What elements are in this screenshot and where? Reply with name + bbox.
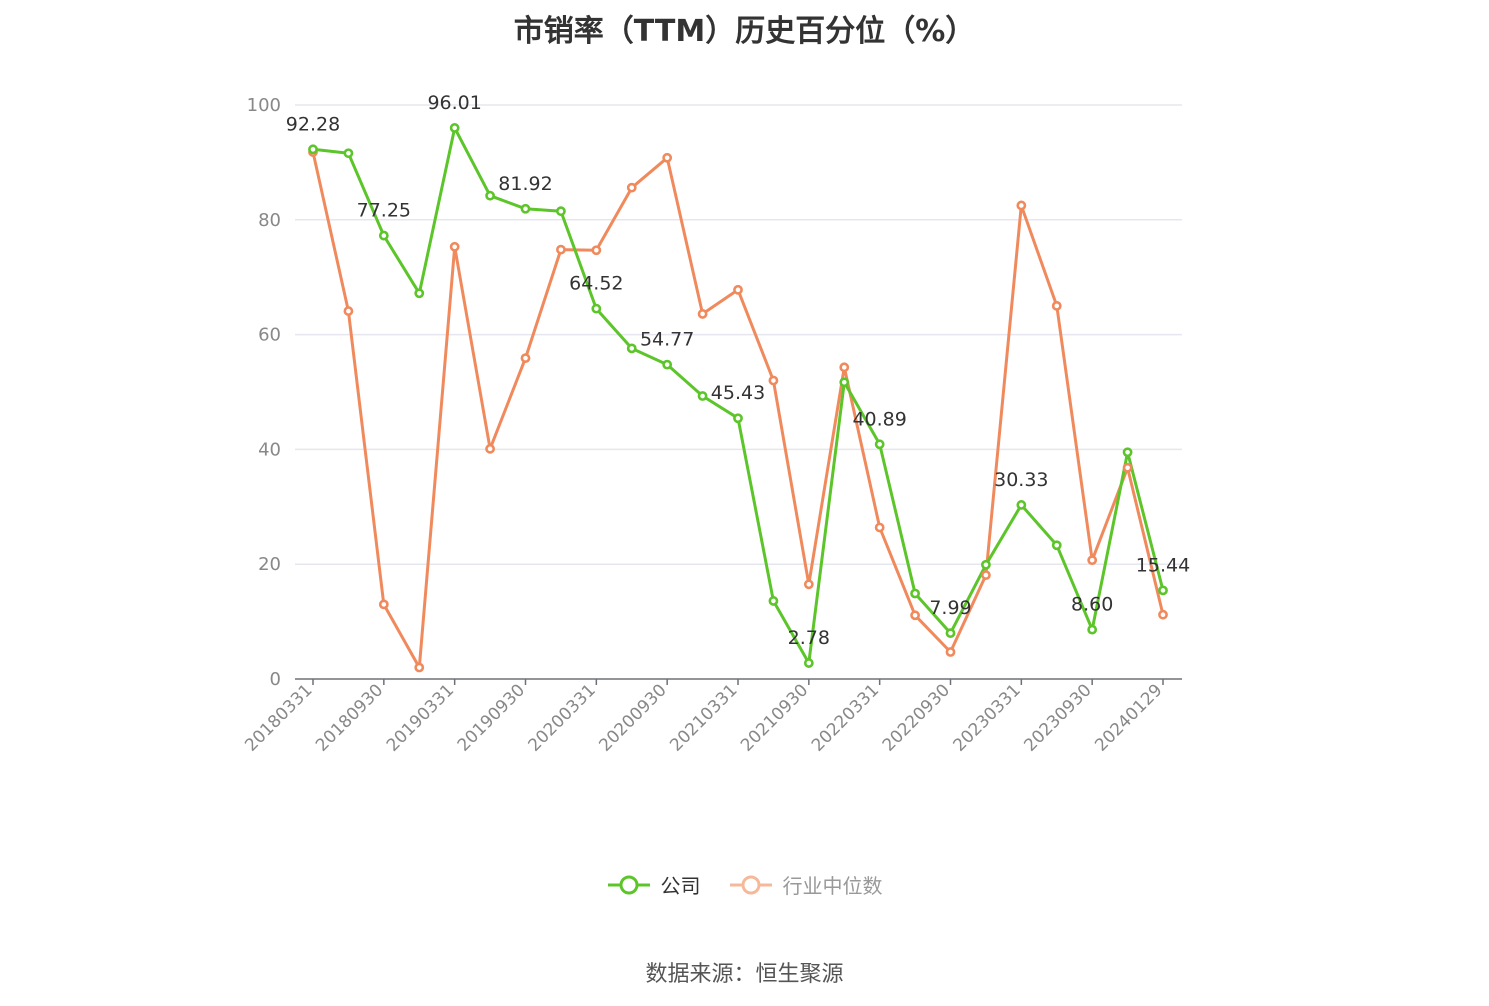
- company-point: [945, 628, 956, 639]
- company-data-label: 8.60: [1071, 594, 1113, 616]
- company-point: [378, 230, 389, 241]
- company-point: [1016, 500, 1027, 510]
- company-point: [626, 343, 637, 354]
- industry-median-point: [910, 610, 920, 621]
- legend-item-industry-median[interactable]: 行业中位数: [729, 870, 883, 899]
- legend-company-swatch-icon: [607, 875, 650, 894]
- industry-median-point: [626, 182, 637, 193]
- x-tick-label: 20210930: [737, 680, 812, 755]
- industry-median-point: [1122, 462, 1133, 473]
- x-tick-label: 20210331: [666, 680, 741, 755]
- company-point: [768, 596, 779, 606]
- legend: 公司 行业中位数: [0, 870, 1489, 899]
- y-tick-label: 100: [247, 95, 281, 116]
- data-labels: 92.28 77.25 96.01 81.92 64.52 54.77 45.43 2.78 4…: [286, 92, 1190, 649]
- y-tick-label: 0: [270, 669, 281, 690]
- industry-median-point: [945, 647, 956, 657]
- company-point: [839, 377, 850, 388]
- industry-median-series-line: [311, 151, 1165, 669]
- industry-median-point: [768, 375, 779, 386]
- company-point: [1051, 540, 1062, 551]
- legend-item-company[interactable]: 公司: [607, 870, 701, 899]
- industry-median-point: [1087, 555, 1098, 566]
- company-point: [1158, 585, 1168, 596]
- x-tick-label: 20180331: [241, 680, 316, 755]
- series-points: [308, 123, 1168, 673]
- industry-median-point: [520, 353, 531, 364]
- y-tick-label: 60: [258, 325, 281, 346]
- industry-median-point: [485, 443, 495, 454]
- legend-industry-swatch-icon: [729, 875, 772, 894]
- x-tick-label: 20190930: [454, 680, 529, 755]
- company-data-label: 64.52: [569, 273, 623, 295]
- company-point: [874, 439, 885, 450]
- industry-median-point: [449, 241, 460, 252]
- x-tick-label: 20200331: [525, 680, 600, 755]
- industry-median-point: [343, 306, 354, 316]
- legend-industry-label: 行业中位数: [782, 874, 883, 898]
- company-data-label: 77.25: [357, 200, 411, 222]
- industry-median-point: [556, 244, 566, 255]
- company-point: [1122, 447, 1133, 458]
- industry-median-point: [874, 522, 885, 533]
- company-point: [449, 123, 460, 133]
- y-tick-label: 20: [258, 554, 281, 575]
- y-tick-label: 80: [258, 210, 281, 231]
- industry-median-point: [697, 309, 708, 319]
- x-tick-label: 20200930: [595, 680, 670, 755]
- industry-median-point: [378, 599, 389, 610]
- company-point: [414, 288, 425, 299]
- company-data-label: 2.78: [788, 627, 830, 649]
- axes: 0 20 40 60 80 100 2018033120180930201903312019…: [241, 95, 1182, 756]
- company-point: [981, 559, 991, 570]
- company-data-label: 7.99: [929, 597, 971, 619]
- company-point: [1087, 624, 1098, 635]
- company-point: [803, 658, 814, 668]
- company-point: [733, 413, 743, 424]
- legend-company-label: 公司: [660, 874, 701, 898]
- industry-median-point: [981, 570, 991, 581]
- grid-lines: [295, 104, 1182, 565]
- company-data-label: 45.43: [711, 382, 765, 404]
- company-data-label: 96.01: [427, 92, 481, 114]
- industry-median-point: [1016, 200, 1027, 211]
- x-tick-label: 20240129: [1091, 680, 1166, 755]
- company-point: [485, 190, 495, 201]
- x-tick-label: 20230930: [1020, 680, 1095, 755]
- x-tick-label: 20220331: [808, 680, 883, 755]
- industry-median-point: [591, 245, 602, 256]
- company-data-label: 30.33: [994, 469, 1048, 491]
- company-data-label: 40.89: [852, 408, 906, 430]
- company-point: [556, 206, 566, 217]
- industry-median-point: [1051, 300, 1062, 311]
- industry-median-point: [1158, 609, 1168, 620]
- industry-median-point: [414, 662, 425, 673]
- company-point: [662, 359, 673, 370]
- data-source-note: 数据来源：恒生聚源: [645, 962, 844, 987]
- company-data-label: 92.28: [286, 113, 340, 135]
- x-tick-label: 20190331: [383, 680, 458, 755]
- company-point: [697, 391, 708, 401]
- chart-title: 市销率（TTM）历史百分位（%）: [513, 14, 976, 49]
- x-tick-label: 20230331: [950, 680, 1025, 755]
- industry-median-point: [662, 152, 673, 163]
- x-tick-label: 20180930: [312, 680, 387, 755]
- company-point: [591, 303, 602, 314]
- company-data-label: 81.92: [498, 173, 552, 195]
- company-data-label: 15.44: [1136, 554, 1190, 576]
- industry-median-point: [839, 362, 850, 373]
- y-tick-label: 40: [258, 439, 281, 460]
- industry-median-point: [803, 579, 814, 590]
- x-tick-label: 20220930: [879, 680, 954, 755]
- industry-median-point: [733, 284, 743, 295]
- company-data-label: 54.77: [640, 329, 694, 351]
- company-point: [343, 148, 354, 159]
- company-point: [520, 203, 531, 214]
- company-point: [910, 588, 920, 599]
- company-point: [308, 144, 318, 155]
